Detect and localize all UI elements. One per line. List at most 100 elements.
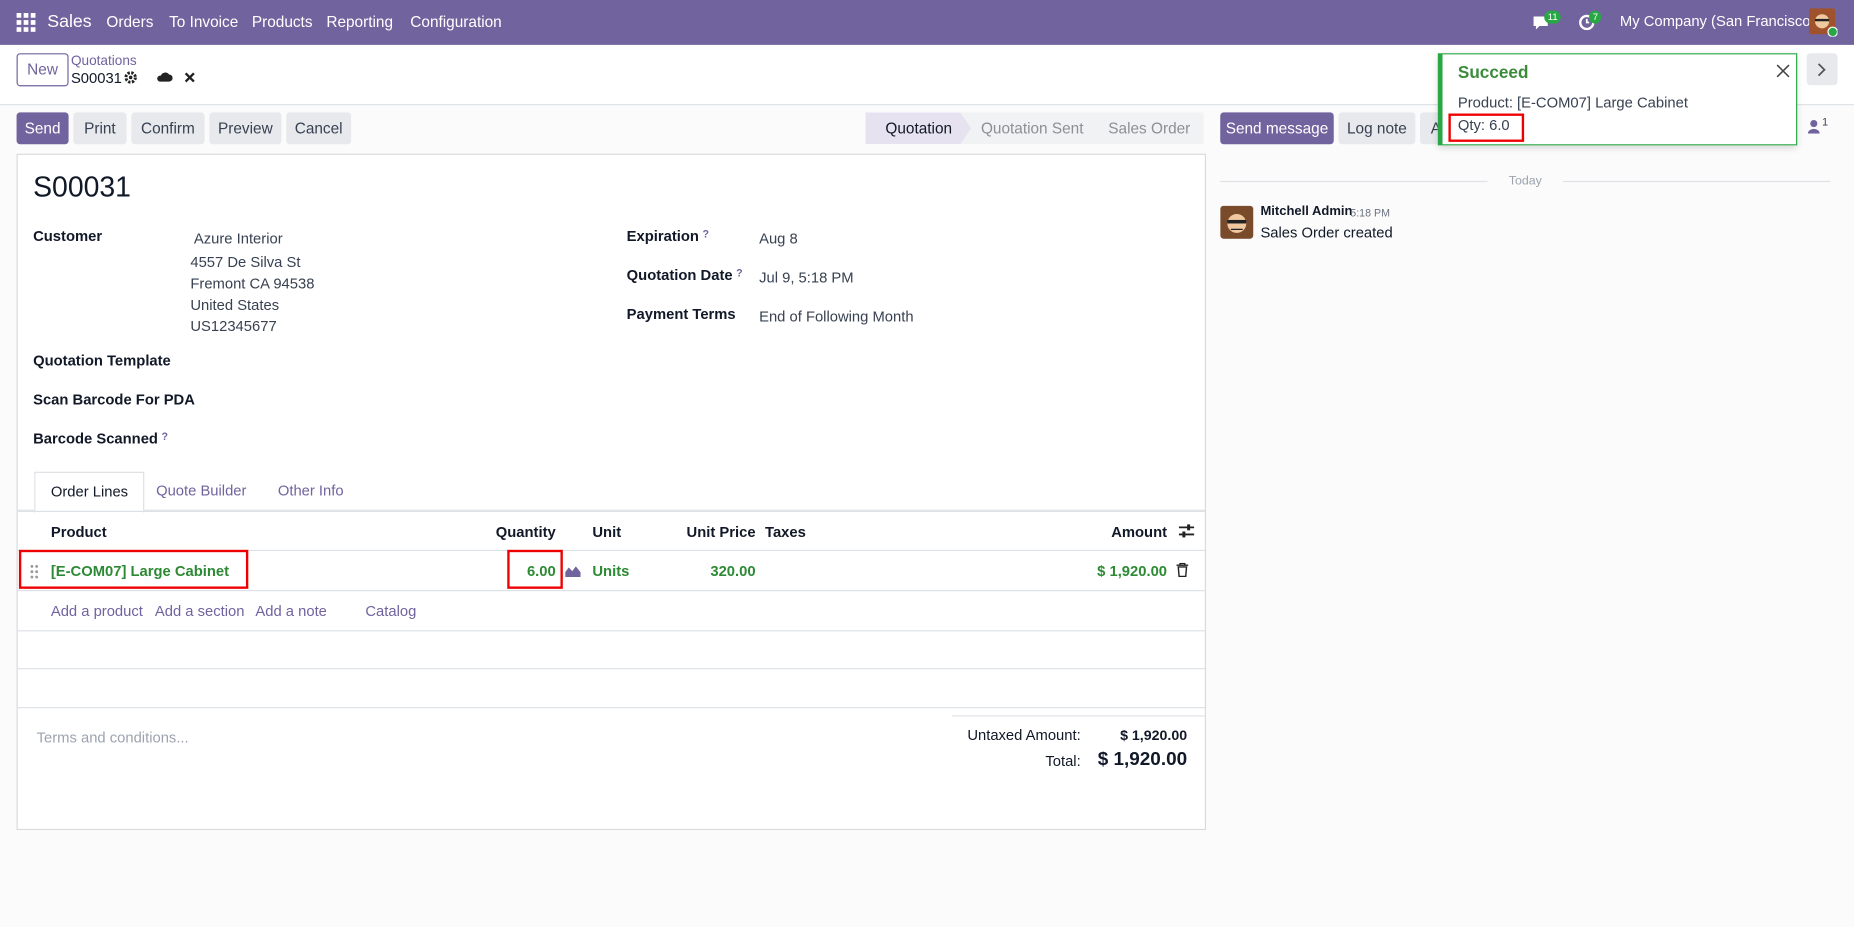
field-label: Expiration?	[627, 228, 709, 245]
add-line-row: Add a product Add a section Add a note C…	[17, 590, 1205, 631]
terms-input[interactable]: Terms and conditions...	[36, 729, 189, 747]
order-line[interactable]: [E-COM07] Large Cabinet 6.00 Units 320.0…	[17, 549, 1205, 591]
quantity-cell[interactable]: 6.00	[526, 562, 556, 580]
total-amount: $ 1,920.00	[1097, 749, 1188, 770]
apps-icon[interactable]	[16, 13, 36, 32]
untaxed-amount: $ 1,920.00	[1120, 727, 1188, 744]
gear-icon[interactable]	[124, 71, 137, 84]
totals-border	[951, 715, 1205, 717]
column-header[interactable]: Product	[50, 523, 107, 541]
delete-icon[interactable]	[1176, 562, 1189, 578]
tab-active[interactable]: Order Lines	[34, 471, 145, 514]
user-avatar[interactable]	[1809, 8, 1838, 37]
column-header[interactable]: Unit Price	[686, 523, 756, 541]
company-switcher[interactable]: My Company (San Francisco)	[1619, 13, 1816, 30]
preview-button[interactable]: Preview	[209, 112, 282, 145]
discard-icon[interactable]	[184, 72, 195, 83]
activities-badge: 7	[1589, 10, 1602, 24]
add-section-link[interactable]: Add a section	[154, 603, 245, 620]
tab[interactable]: Other Info	[277, 482, 344, 499]
date-separator: Today	[1508, 173, 1542, 189]
send-message-button[interactable]: Send message	[1220, 112, 1334, 145]
table-header: Product Quantity Unit Unit Price Taxes A…	[17, 510, 1205, 551]
add-product-link[interactable]: Add a product	[50, 603, 143, 620]
highlight-box	[18, 549, 249, 589]
menu-item[interactable]: To Invoice	[169, 13, 239, 31]
print-button[interactable]: Print	[73, 112, 127, 145]
catalog-link[interactable]: Catalog	[365, 603, 417, 620]
field-value[interactable]: Jul 9, 5:18 PM	[759, 269, 854, 287]
status-step[interactable]: Sales Order	[1087, 112, 1204, 145]
followers-count: 1	[1822, 115, 1829, 128]
menu-item[interactable]: Products	[251, 13, 313, 31]
field-label: Scan Barcode For PDA	[33, 391, 195, 408]
field-label: Quotation Template	[33, 352, 171, 369]
menu-item[interactable]: Reporting	[326, 13, 394, 31]
field-label: Barcode Scanned?	[33, 430, 168, 447]
field-label: Quotation Date?	[627, 267, 743, 284]
field-value[interactable]: End of Following Month	[759, 308, 914, 326]
status-step-active[interactable]: Quotation	[865, 112, 972, 145]
address-line: Fremont CA 94538	[190, 275, 315, 293]
next-record-button[interactable]	[1806, 53, 1838, 86]
customer-name[interactable]: Azure Interior	[193, 230, 283, 248]
record-title: S00031	[33, 171, 131, 204]
new-button[interactable]: New	[16, 53, 69, 87]
record-name: S00031	[70, 69, 122, 87]
save-icon[interactable]	[156, 71, 173, 83]
messages-badge: 11	[1544, 10, 1562, 24]
menu-item[interactable]: Configuration	[410, 13, 502, 31]
forecast-icon[interactable]	[565, 564, 581, 578]
unit-cell[interactable]: Units	[592, 562, 630, 580]
field-label: Customer	[33, 228, 103, 245]
untaxed-label: Untaxed Amount:	[967, 727, 1081, 744]
optional-columns-icon[interactable]	[1178, 524, 1195, 538]
send-button[interactable]: Send	[16, 112, 69, 145]
message-author[interactable]: Mitchell Admin	[1260, 204, 1353, 219]
cancel-button[interactable]: Cancel	[286, 112, 352, 145]
breadcrumb[interactable]: Quotations	[70, 54, 137, 69]
amount-cell: $ 1,920.00	[1097, 562, 1168, 580]
unit-price-cell[interactable]: 320.00	[710, 562, 756, 580]
tabs-border	[17, 509, 1205, 511]
notification: Succeed Product: [E-COM07] Large Cabinet…	[1437, 53, 1798, 146]
add-note-link[interactable]: Add a note	[255, 603, 327, 620]
author-avatar[interactable]	[1220, 205, 1254, 239]
address-line: US12345677	[190, 318, 277, 335]
column-header[interactable]: Amount	[1111, 523, 1168, 541]
app-name[interactable]: Sales	[47, 11, 92, 32]
field-label: Payment Terms	[626, 306, 736, 323]
help-mark[interactable]: ?	[702, 228, 709, 241]
menu-item[interactable]: Orders	[106, 13, 154, 31]
separator-line	[1563, 180, 1831, 183]
close-icon[interactable]	[1776, 64, 1790, 78]
highlight-box	[507, 549, 563, 589]
followers-icon[interactable]	[1807, 119, 1820, 134]
message-time: 5:18 PM	[1350, 206, 1390, 219]
notification-title: Succeed	[1457, 63, 1529, 83]
notification-qty: Qty: 6.0	[1457, 117, 1510, 134]
separator-line	[1220, 180, 1488, 183]
help-mark[interactable]: ?	[161, 430, 169, 443]
label-text: Expiration	[626, 228, 699, 245]
navbar: Sales Orders To Invoice Products Reporti…	[0, 0, 1854, 45]
help-mark[interactable]: ?	[736, 267, 743, 280]
address-line: United States	[190, 296, 280, 314]
message-body: Sales Order created	[1260, 224, 1393, 242]
form-sheet: S00031 Customer Azure Interior 4557 De S…	[16, 153, 1207, 831]
product-cell[interactable]: [E-COM07] Large Cabinet	[50, 562, 230, 580]
log-note-button[interactable]: Log note	[1338, 112, 1416, 145]
field-value[interactable]: Aug 8	[759, 230, 798, 248]
tab[interactable]: Quote Builder	[156, 482, 247, 499]
confirm-button[interactable]: Confirm	[131, 112, 205, 145]
column-header[interactable]: Unit	[592, 523, 622, 541]
empty-row	[17, 668, 1205, 709]
column-header[interactable]: Taxes	[765, 523, 806, 541]
drag-handle[interactable]	[30, 564, 39, 579]
notification-product: Product: [E-COM07] Large Cabinet	[1457, 94, 1688, 112]
status-step[interactable]: Quotation Sent	[960, 112, 1100, 145]
label-text: Quotation Date	[626, 267, 733, 284]
column-header[interactable]: Quantity	[495, 523, 556, 541]
